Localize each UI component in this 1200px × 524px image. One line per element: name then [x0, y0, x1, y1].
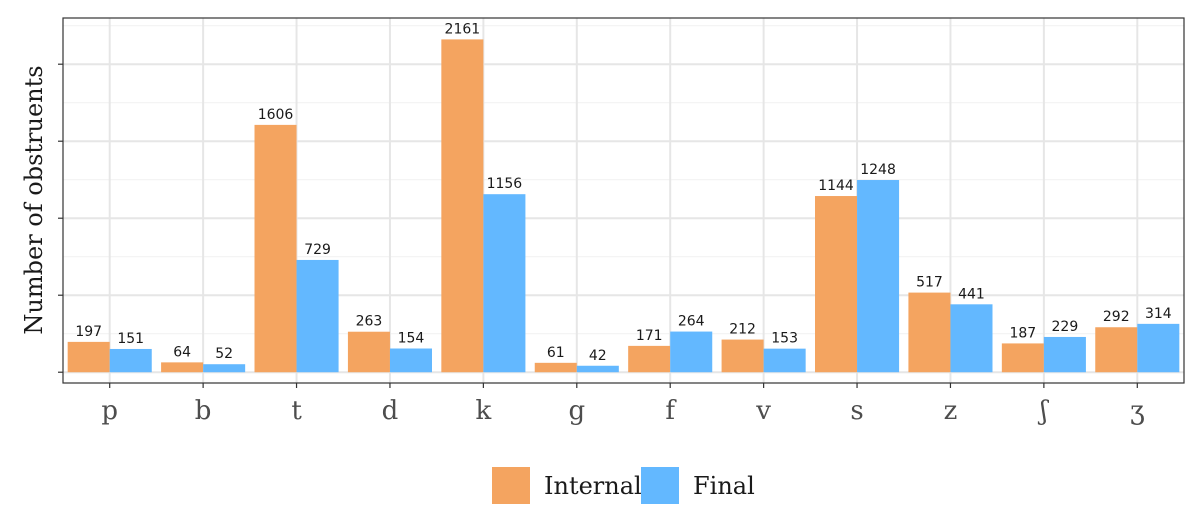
- x-axis-ticks: [109, 383, 1138, 388]
- bar-value-label: 154: [398, 331, 425, 347]
- bar-internal: [1001, 343, 1044, 373]
- legend: Internal Final: [492, 467, 755, 504]
- bar-value-label: 187: [1009, 325, 1036, 341]
- bar-value-label: 314: [1145, 306, 1172, 322]
- bar-final: [389, 348, 432, 373]
- legend-label-final: Final: [693, 472, 755, 500]
- bar-final: [203, 364, 246, 373]
- bar-value-label: 42: [589, 348, 607, 364]
- bar-value-label: 197: [75, 324, 102, 340]
- bar-internal: [1095, 327, 1138, 373]
- x-tick-label: z: [944, 396, 958, 426]
- bar-value-label: 229: [1052, 319, 1079, 335]
- bar-value-label: 2161: [445, 21, 481, 37]
- x-tick-label: b: [195, 396, 212, 426]
- bar-value-label: 1606: [258, 107, 294, 123]
- x-tick-label: p: [101, 396, 118, 426]
- panel-border: [62, 17, 1185, 384]
- x-tick-label: ʃ: [1037, 396, 1049, 426]
- bar-final: [296, 259, 339, 373]
- bar-value-label: 292: [1103, 309, 1130, 325]
- bar-final: [1043, 336, 1086, 373]
- y-axis-ticks: [58, 63, 63, 373]
- bar-value-label: 151: [117, 331, 144, 347]
- bar-value-label: 441: [958, 286, 985, 302]
- bar-value-label: 64: [173, 344, 191, 360]
- x-tick-label: d: [382, 396, 399, 426]
- bar-internal: [721, 339, 764, 373]
- bar-final: [857, 180, 900, 373]
- bar-internal: [347, 331, 390, 373]
- x-tick-label: f: [665, 396, 677, 426]
- bar-internal: [815, 196, 858, 373]
- bar-value-label: 1248: [860, 162, 896, 178]
- x-tick-label: t: [291, 396, 302, 426]
- bar-final: [670, 331, 713, 373]
- bar-value-labels: 197 64 1606 263 2161 61 171 212 1144 517 187 292 151…: [75, 21, 1171, 363]
- bar-internal: [254, 124, 297, 373]
- bar-internal: [441, 39, 484, 373]
- x-tick-label: g: [568, 396, 585, 426]
- legend-key-internal: [492, 467, 530, 504]
- bar-internal: [628, 345, 671, 373]
- bar-final: [1137, 323, 1180, 373]
- x-tick-label: s: [850, 396, 863, 426]
- bar-final: [763, 348, 806, 373]
- bar-value-label: 61: [547, 345, 565, 361]
- bar-internal: [161, 362, 204, 373]
- bar-value-label: 264: [678, 314, 705, 330]
- bar-value-label: 1156: [487, 176, 523, 192]
- legend-key-final: [641, 467, 679, 504]
- y-axis-title: Number of obstruents: [20, 65, 48, 334]
- bar-value-label: 263: [356, 314, 383, 330]
- bar-value-label: 212: [729, 322, 756, 338]
- bar-final: [483, 194, 526, 373]
- bar-value-label: 52: [215, 346, 233, 362]
- bar-final: [950, 304, 993, 373]
- bar-internal: [67, 341, 110, 373]
- bar-internal: [908, 292, 951, 373]
- bars: [67, 39, 1180, 373]
- bar-value-label: 153: [771, 331, 798, 347]
- x-tick-label: k: [475, 396, 491, 426]
- bar-value-label: 729: [304, 242, 331, 258]
- bar-value-label: 1144: [818, 178, 854, 194]
- bar-final: [576, 365, 619, 373]
- x-tick-label: v: [755, 396, 771, 426]
- x-tick-label: ʒ: [1130, 396, 1145, 426]
- bar-value-label: 517: [916, 275, 943, 291]
- bar-final: [109, 348, 152, 373]
- bar-internal: [534, 362, 577, 373]
- bar-value-label: 171: [636, 328, 663, 344]
- legend-label-internal: Internal: [544, 472, 642, 500]
